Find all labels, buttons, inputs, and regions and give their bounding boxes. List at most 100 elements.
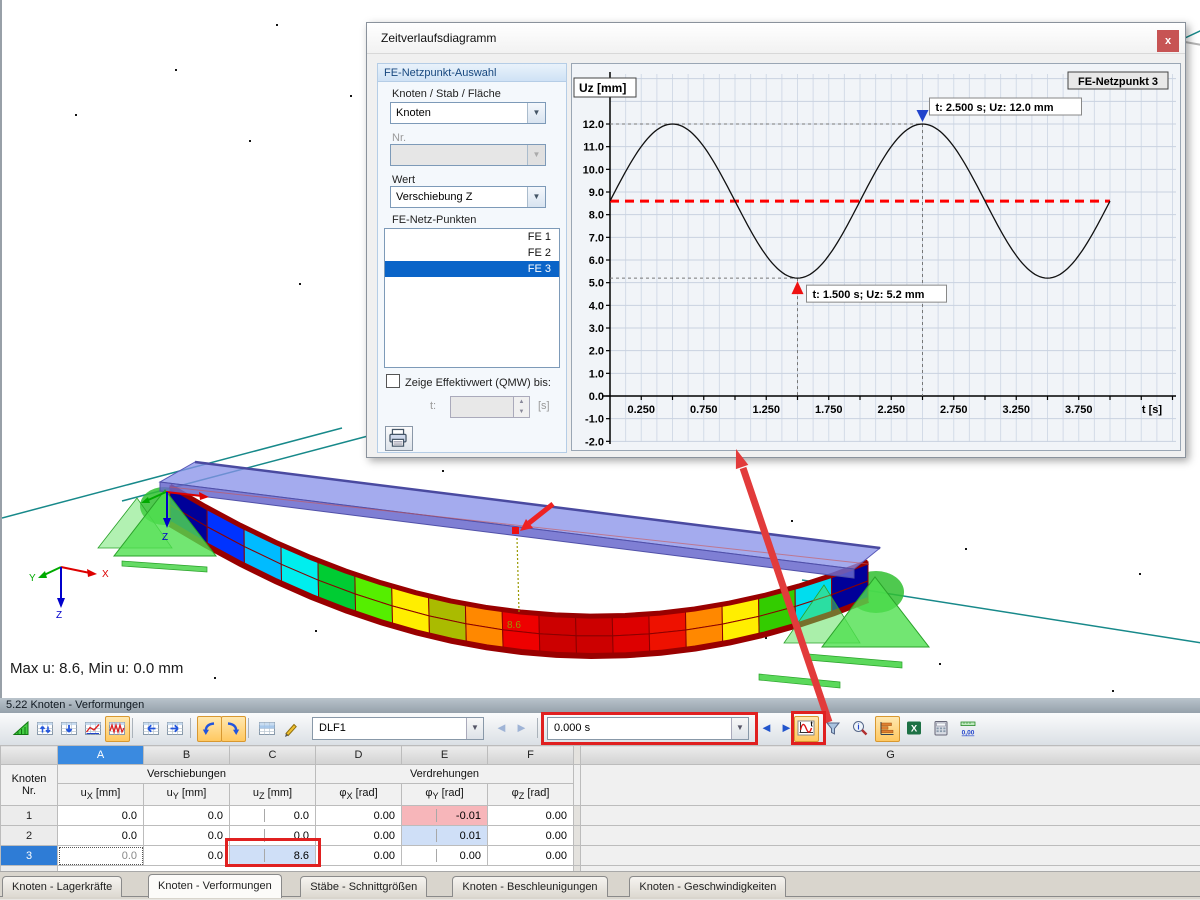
previous-time-step-button[interactable]: ◄ — [760, 720, 773, 735]
column-letter-A[interactable]: A — [57, 745, 144, 765]
results-panel: 5.22 Knoten - Verformungen DLF1 ▼ ◄ ► 0.000 … — [0, 698, 1200, 900]
cell-1-3[interactable]: 0.00 — [315, 805, 402, 826]
cell-3-1[interactable]: 0.0 — [143, 845, 230, 866]
result-info-icon[interactable]: i — [848, 716, 873, 742]
column-header-uY[interactable]: uY [mm] — [143, 783, 230, 806]
chevron-down-icon[interactable]: ▼ — [466, 718, 483, 739]
column-letter-B[interactable]: B — [143, 745, 230, 765]
previous-loadcase-button[interactable]: ◄ — [495, 720, 508, 735]
dialog-titlebar[interactable]: Zeitverlaufsdiagramm x — [367, 23, 1185, 54]
svg-text:3.750: 3.750 — [1065, 404, 1093, 416]
svg-text:2.750: 2.750 — [940, 404, 968, 416]
fe-list-item[interactable]: FE 3 — [385, 261, 559, 277]
close-button[interactable]: x — [1157, 30, 1179, 52]
time-step-combo[interactable]: 0.000 s ▼ — [547, 717, 749, 740]
next-loadcase-button[interactable]: ► — [515, 720, 528, 735]
decimal-places-icon[interactable]: 0,00 — [956, 716, 981, 742]
table-row[interactable]: 1 0.0 0.0 0.0 0.00 -0.01 0.00 — [0, 805, 1200, 826]
column-letter-D[interactable]: D — [315, 745, 402, 765]
table-view-icon[interactable] — [255, 716, 280, 742]
tab-knoten-beschleunigungen[interactable]: Knoten - Beschleunigungen — [452, 876, 608, 897]
cell-3-4[interactable]: 0.00 — [401, 845, 488, 866]
value-select[interactable]: Verschiebung Z ▼ — [390, 186, 546, 208]
excel-icon[interactable]: X — [902, 716, 927, 742]
table-filter-icon[interactable] — [57, 716, 82, 742]
time-history-diagram-icon[interactable]: t — [794, 716, 819, 742]
edit-mode-icon[interactable] — [279, 716, 304, 742]
chevron-down-icon[interactable]: ▼ — [731, 718, 748, 739]
checkbox-icon[interactable] — [386, 374, 400, 388]
column-header-uZ[interactable]: uZ [mm] — [229, 783, 316, 806]
table-diagram-icon[interactable] — [81, 716, 106, 742]
column-letter-F[interactable]: F — [487, 745, 574, 765]
table-time-course-icon[interactable] — [105, 716, 130, 742]
cell-2-4[interactable]: 0.01 — [401, 825, 488, 846]
print-button[interactable] — [385, 426, 413, 451]
undo-icon[interactable] — [197, 716, 222, 742]
selected-node[interactable] — [512, 527, 519, 534]
table-next-icon[interactable] — [163, 716, 188, 742]
column-header-uX[interactable]: uX [mm] — [57, 783, 144, 806]
cell-1-1[interactable]: 0.0 — [143, 805, 230, 826]
svg-text:0.0: 0.0 — [589, 391, 604, 403]
column-header-φZ[interactable]: φZ [rad] — [487, 783, 574, 806]
column-letter-C[interactable]: C — [229, 745, 316, 765]
cell-1-5[interactable]: 0.00 — [487, 805, 574, 826]
cell-3-2[interactable]: 8.6 — [229, 845, 316, 866]
column-letter-G[interactable]: G — [580, 745, 1200, 765]
selected-node-annotation[interactable]: 8.6 — [507, 502, 555, 631]
cell-1-2[interactable]: 0.0 — [229, 805, 316, 826]
chevron-down-icon[interactable]: ▼ — [527, 187, 545, 207]
result-bars-icon[interactable] — [875, 716, 900, 742]
svg-text:5.0: 5.0 — [589, 278, 604, 290]
chevron-down-icon[interactable]: ▼ — [527, 103, 545, 123]
table-row[interactable]: 3 0.0 0.0 8.6 0.00 0.00 0.00 — [0, 845, 1200, 866]
object-type-select[interactable]: Knoten ▼ — [390, 102, 546, 124]
tab-knoten-geschwindigkeiten[interactable]: Knoten - Geschwindigkeiten — [629, 876, 787, 897]
time-history-chart[interactable]: 12.0 11.0 10.0 9.0 8.0 7.0 6.0 5.0 4.0 3.0 2.0 1.0 0… — [571, 63, 1181, 451]
redo-icon[interactable] — [221, 716, 246, 742]
table-row[interactable]: 2 0.0 0.0 0.0 0.00 0.01 0.00 — [0, 825, 1200, 846]
column-header-φX[interactable]: φX [rad] — [315, 783, 402, 806]
effective-value-checkbox-row[interactable]: Zeige Effektivwert (QMW) bis: — [386, 374, 551, 389]
undeformed-beam[interactable] — [158, 460, 882, 579]
column-header-φY[interactable]: φY [rad] — [401, 783, 488, 806]
column-letter-E[interactable]: E — [401, 745, 488, 765]
tab-knoten-verformungen[interactable]: Knoten - Verformungen — [148, 874, 282, 898]
svg-text:-1.0: -1.0 — [585, 414, 604, 426]
table-sort-icon[interactable] — [33, 716, 58, 742]
cell-3-5[interactable]: 0.00 — [487, 845, 574, 866]
triad-z-label: Z — [56, 610, 62, 621]
cell-2-2[interactable]: 0.0 — [229, 825, 316, 846]
tab-knoten-lagerkr-fte[interactable]: Knoten - Lagerkräfte — [2, 876, 123, 897]
svg-text:12.0: 12.0 — [583, 119, 604, 131]
time-history-dialog[interactable]: Zeitverlaufsdiagramm x FE-Netzpunkt-Ausw… — [366, 22, 1186, 458]
row-number[interactable]: 3 — [0, 845, 58, 866]
svg-text:1.750: 1.750 — [815, 404, 843, 416]
loadcase-combo[interactable]: DLF1 ▼ — [312, 717, 484, 740]
cell-1-4[interactable]: -0.01 — [401, 805, 488, 826]
cell-2-3[interactable]: 0.00 — [315, 825, 402, 846]
cell-2-0[interactable]: 0.0 — [57, 825, 144, 846]
filter-icon[interactable] — [821, 716, 846, 742]
fe-list-item[interactable]: FE 2 — [527, 247, 551, 259]
row-number[interactable]: 1 — [0, 805, 58, 826]
cell-2-1[interactable]: 0.0 — [143, 825, 230, 846]
cell-3-3[interactable]: 0.00 — [315, 845, 402, 866]
row-number[interactable]: 2 — [0, 825, 58, 846]
column-g-header — [580, 764, 1200, 806]
origin-z-label: Z — [162, 532, 168, 543]
svg-text:8.0: 8.0 — [589, 210, 604, 222]
cell-1-0[interactable]: 0.0 — [57, 805, 144, 826]
next-time-step-button[interactable]: ► — [780, 720, 793, 735]
results-table[interactable]: A B C D E F G Knoten Nr. Verschiebungen Verdrehung… — [0, 745, 1200, 885]
table-previous-icon[interactable] — [139, 716, 164, 742]
cell-2-5[interactable]: 0.00 — [487, 825, 574, 846]
cell-3-0[interactable]: 0.0 — [57, 845, 144, 866]
results-panel-icon[interactable] — [9, 716, 34, 742]
fe-mesh-point-list[interactable]: FE 1 FE 2 FE 3 — [384, 228, 560, 368]
fe-list-item[interactable]: FE 1 — [527, 231, 551, 243]
tab-st-be-schnittgr-en[interactable]: Stäbe - Schnittgrößen — [300, 876, 428, 897]
t-unit-label: [s] — [538, 400, 550, 412]
calculator-icon[interactable] — [929, 716, 954, 742]
